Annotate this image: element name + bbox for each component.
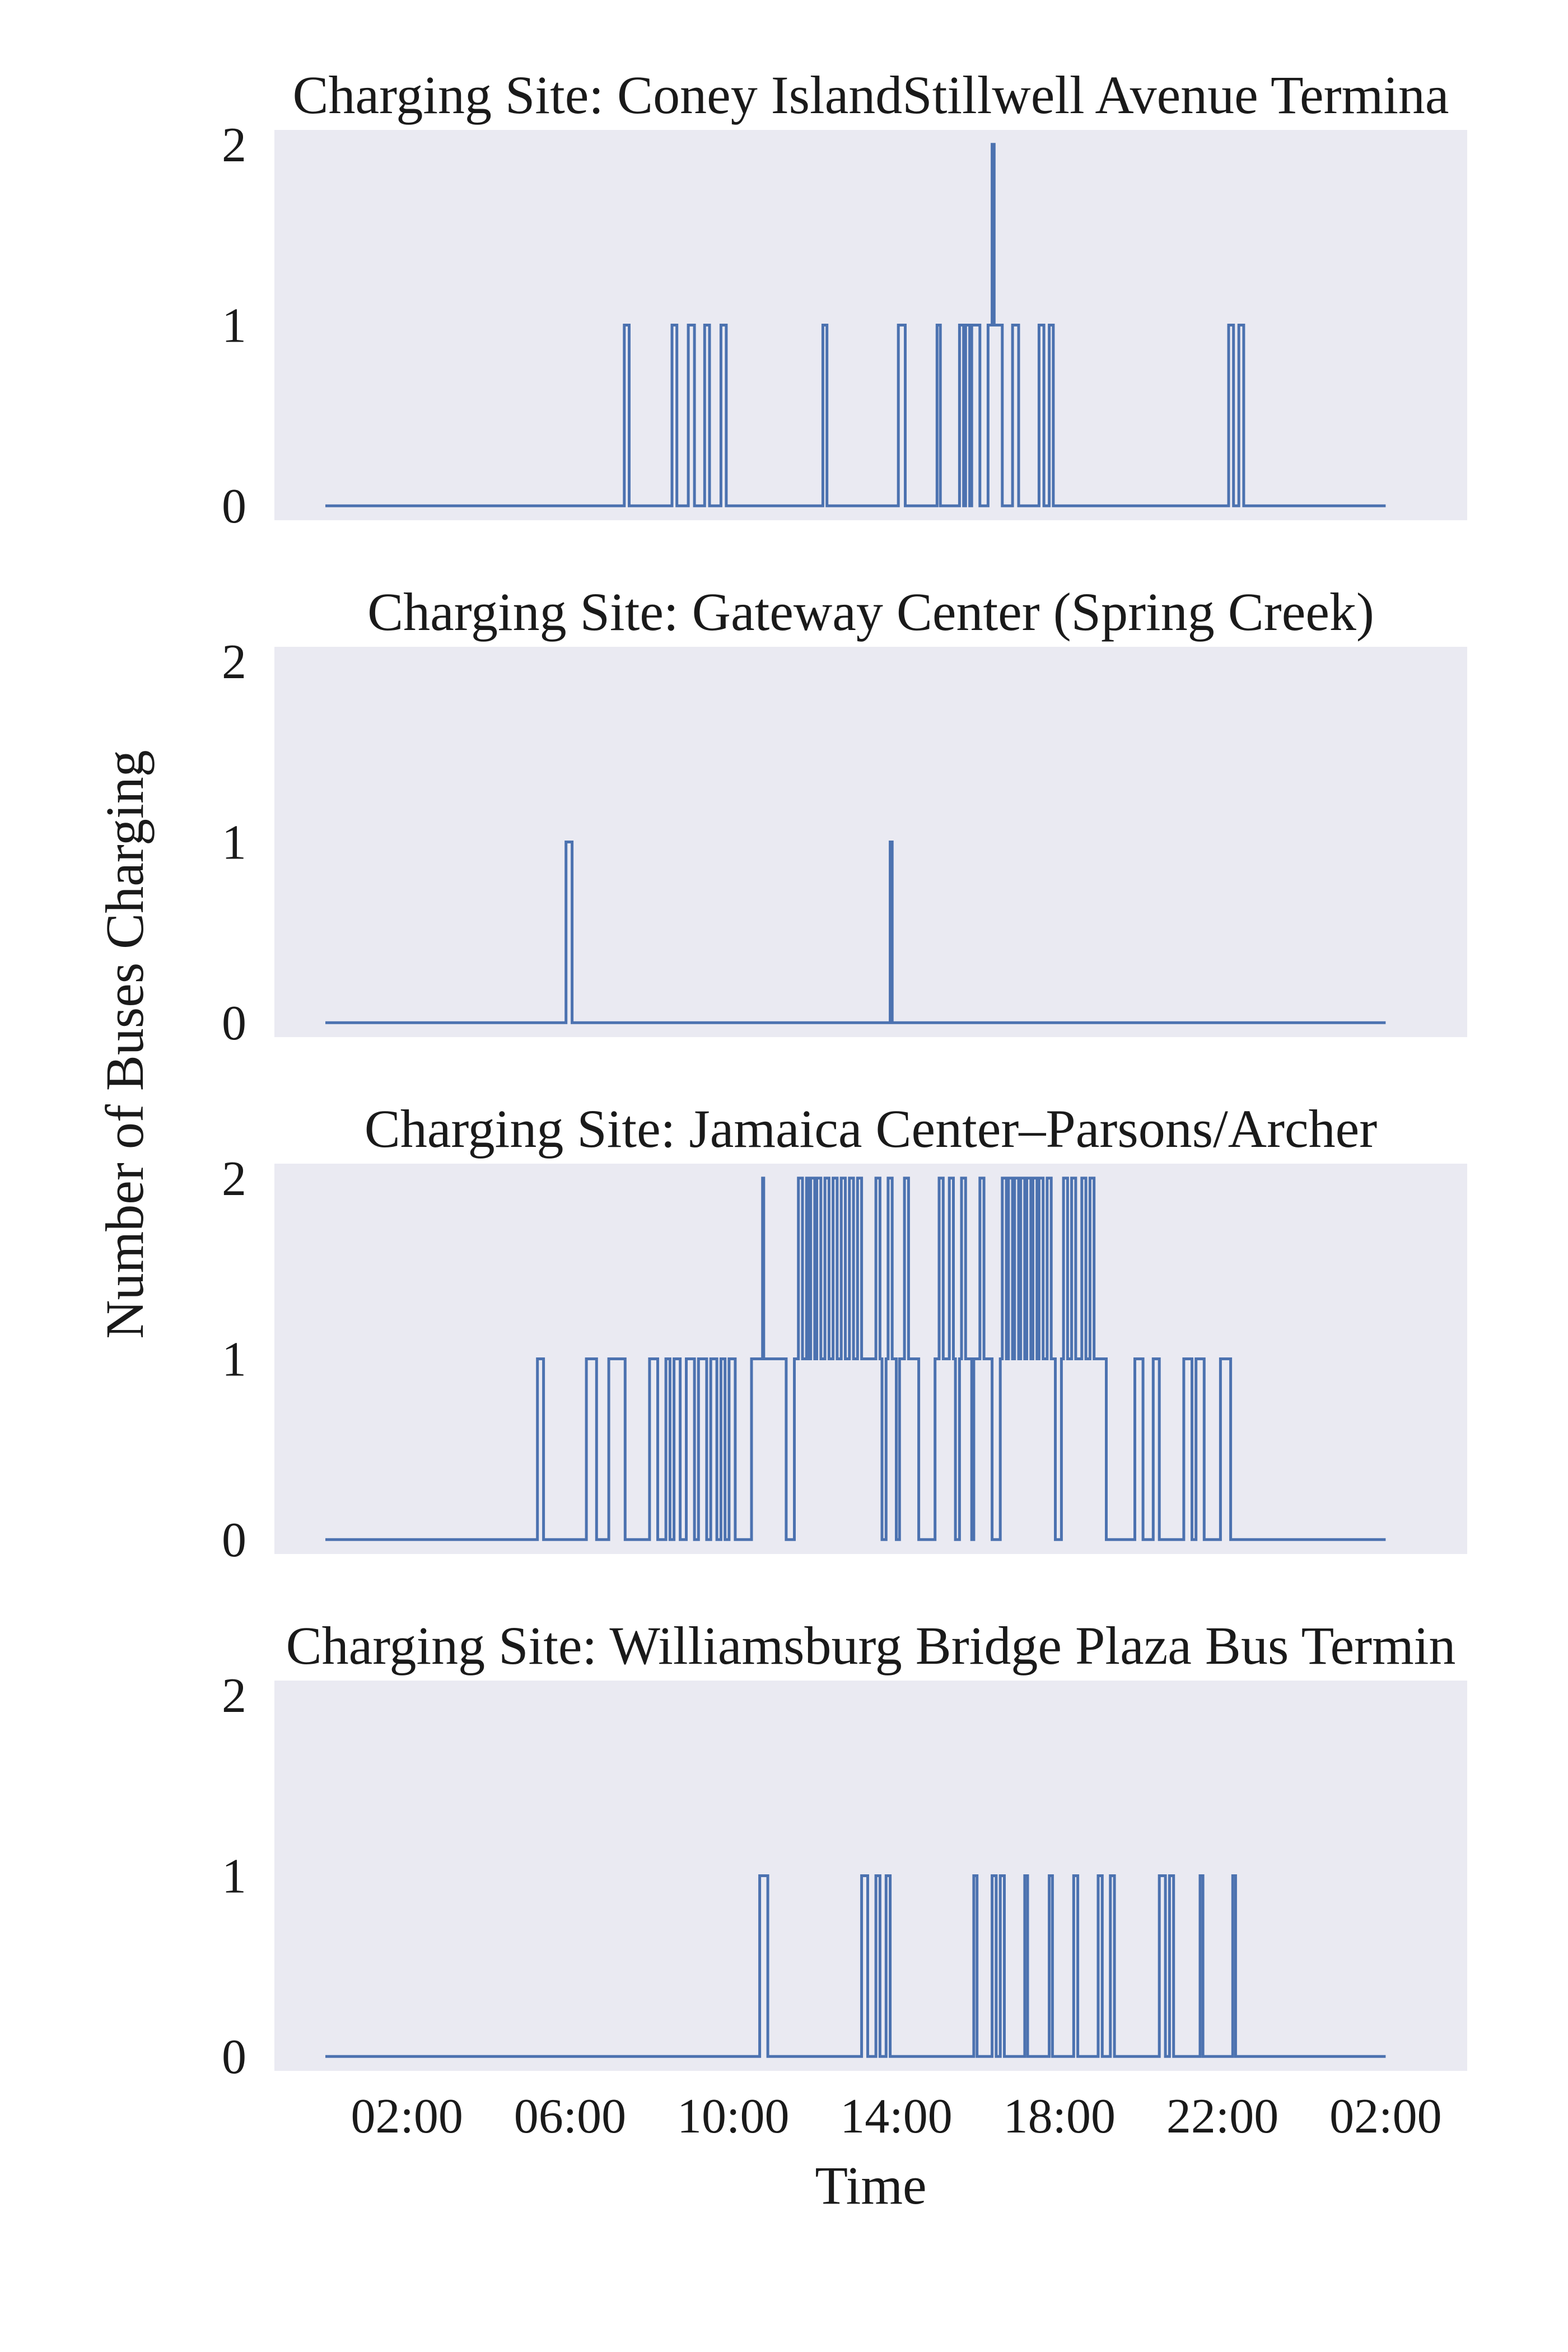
x-tick-labels: 02:00 06:00 10:00 14:00 18:00 22:00 02:00: [351, 2089, 1441, 2144]
subplot-panel: Charging Site: Williamsburg Bridge Plaza…: [222, 1616, 1467, 2084]
charging-step-line: [325, 1177, 1386, 1541]
plot-area: [274, 1681, 1467, 2071]
plot-area: [274, 647, 1467, 1037]
y-tick-label: 1: [222, 299, 246, 353]
x-tick-label: 06:00: [514, 2089, 626, 2144]
x-tick-label: 18:00: [1004, 2089, 1116, 2144]
y-tick-label: 2: [222, 1152, 246, 1206]
y-tick-label: 2: [222, 635, 246, 689]
y-tick-label: 0: [222, 2030, 246, 2084]
x-tick-label: 02:00: [1329, 2089, 1441, 2144]
y-tick-label: 1: [222, 1333, 246, 1387]
x-tick-label: 10:00: [677, 2089, 789, 2144]
y-tick-label: 0: [222, 479, 246, 534]
x-tick-label: 22:00: [1166, 2089, 1278, 2144]
plot-area: [274, 130, 1467, 520]
x-tick-label: 14:00: [840, 2089, 952, 2144]
subplot-title: Charging Site: Williamsburg Bridge Plaza…: [286, 1616, 1456, 1676]
subplot-panels: Charging Site: Coney IslandStillwell Ave…: [222, 65, 1467, 2084]
y-axis-title: Number of Buses Charging: [95, 750, 155, 1338]
x-axis-title: Time: [815, 2155, 926, 2215]
y-tick-label: 1: [222, 816, 246, 870]
y-tick-label: 0: [222, 996, 246, 1051]
y-tick-label: 1: [222, 1850, 246, 1904]
subplot-panel: Charging Site: Gateway Center (Spring Cr…: [222, 582, 1467, 1051]
y-tick-label: 2: [222, 1669, 246, 1723]
charging-step-line: [325, 143, 1386, 507]
y-tick-label: 0: [222, 1513, 246, 1567]
charging-step-line: [325, 841, 1386, 1024]
x-tick-label: 02:00: [351, 2089, 463, 2144]
subplot-title: Charging Site: Coney IslandStillwell Ave…: [292, 65, 1449, 125]
subplot-title: Charging Site: Gateway Center (Spring Cr…: [367, 582, 1374, 642]
subplot-panel: Charging Site: Jamaica Center–Parsons/Ar…: [222, 1099, 1467, 1567]
y-tick-label: 2: [222, 118, 246, 172]
subplot-panel: Charging Site: Coney IslandStillwell Ave…: [222, 65, 1467, 534]
charging-step-line: [325, 1874, 1386, 2058]
subplot-title: Charging Site: Jamaica Center–Parsons/Ar…: [365, 1099, 1377, 1159]
